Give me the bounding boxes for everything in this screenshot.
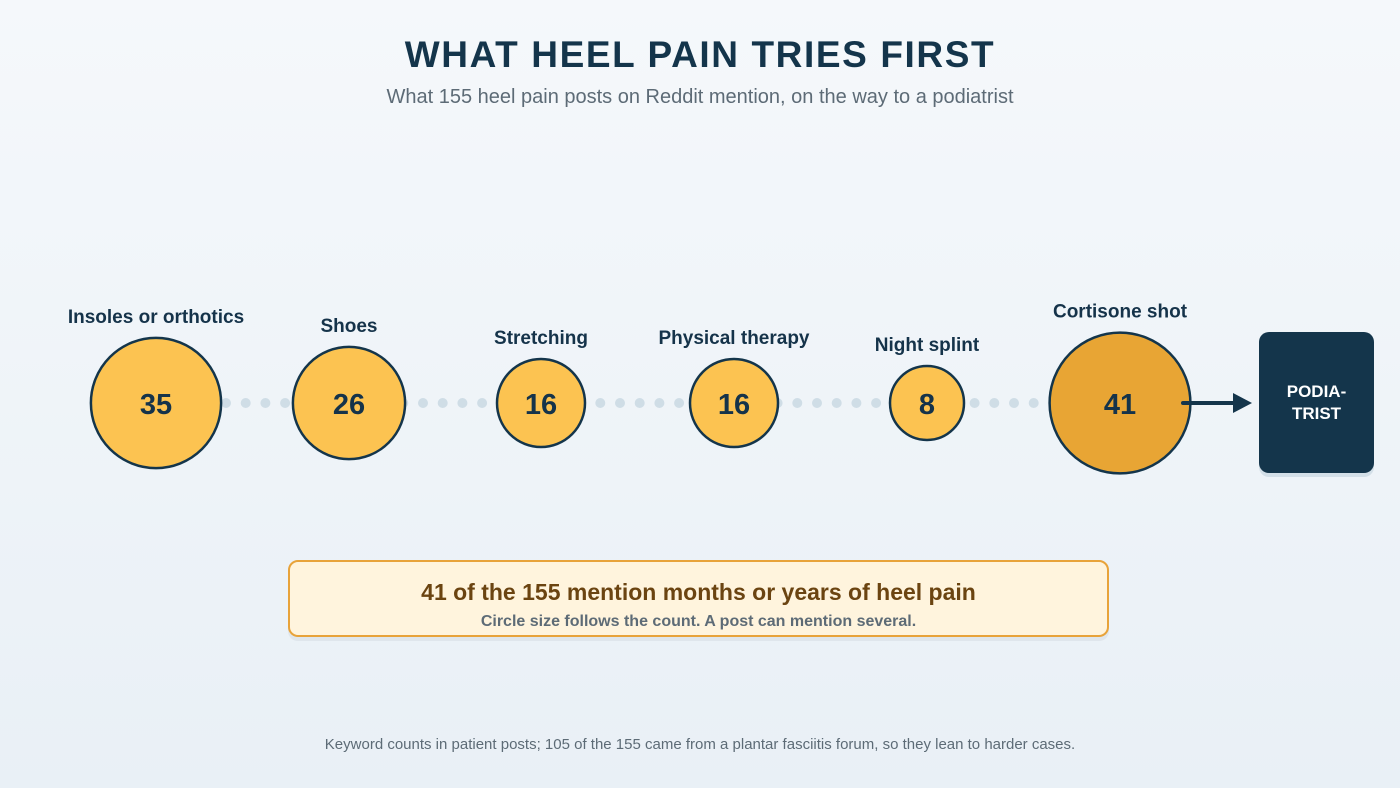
arrow-to-podiatrist bbox=[1181, 393, 1252, 413]
connector-dot bbox=[418, 398, 428, 408]
podiatrist-label: PODIA- TRIST bbox=[1286, 381, 1347, 423]
step-bubble: 16 Physical therapy bbox=[658, 328, 810, 449]
connector-dot bbox=[1009, 398, 1019, 408]
connector-dot bbox=[674, 398, 685, 408]
connector-dot bbox=[595, 398, 606, 408]
bubble-value: 26 bbox=[333, 389, 365, 421]
arrow-head-icon bbox=[1233, 393, 1252, 413]
chart-title: WHAT HEEL PAIN TRIES FIRST bbox=[404, 34, 996, 75]
footnote: Keyword counts in patient posts; 105 of … bbox=[324, 736, 1076, 753]
bubble-label: Night splint bbox=[875, 335, 980, 356]
bubble-circle bbox=[89, 336, 223, 470]
connector-dot bbox=[437, 398, 448, 408]
callout-note: Circle size follows the count. A post ca… bbox=[480, 613, 917, 630]
bubble-circle bbox=[291, 345, 407, 461]
connector-dot bbox=[260, 398, 271, 408]
bubbles: 35 Insoles or orthotics 26 Shoes 16 Stretchin… bbox=[68, 302, 1192, 475]
callout-headline: 41 of the 155 mention months or years of… bbox=[421, 579, 976, 605]
bubble-label: Physical therapy bbox=[658, 328, 809, 349]
bubble-value: 8 bbox=[919, 389, 935, 421]
connector-dot bbox=[792, 398, 803, 408]
bubble-label: Cortisone shot bbox=[1053, 302, 1188, 323]
podiatrist-box: PODIA- TRIST bbox=[1259, 332, 1374, 473]
connector-dot bbox=[615, 398, 625, 408]
step-bubble: 8 Night splint bbox=[875, 335, 980, 442]
bubble-value: 16 bbox=[525, 389, 557, 421]
callout-box: 41 of the 155 mention months or years of… bbox=[288, 560, 1109, 637]
connector-dot bbox=[969, 398, 980, 408]
bubble-value: 16 bbox=[718, 389, 750, 421]
bubble-label: Shoes bbox=[320, 316, 377, 337]
connector-dot bbox=[280, 398, 291, 408]
connector-dot bbox=[477, 398, 488, 408]
bubble-circle bbox=[888, 364, 966, 442]
step-bubble: 35 Insoles or orthotics bbox=[68, 307, 244, 470]
bubble-value: 35 bbox=[140, 389, 172, 421]
connector-dot bbox=[240, 398, 251, 408]
bubble-circle bbox=[688, 357, 780, 449]
connector-dot bbox=[851, 398, 862, 408]
bubble-label: Insoles or orthotics bbox=[68, 307, 244, 328]
connector-dot bbox=[654, 398, 665, 408]
connector-dot bbox=[871, 398, 882, 408]
connector-dot bbox=[989, 398, 1000, 408]
connector-dot bbox=[831, 398, 842, 408]
connector-dot bbox=[457, 398, 468, 408]
bubble-circle bbox=[495, 357, 587, 449]
step-bubble: 16 Stretching bbox=[494, 328, 588, 449]
step-bubble: 26 Shoes bbox=[291, 316, 407, 461]
connector-dot bbox=[634, 398, 645, 408]
connector-dot bbox=[221, 398, 231, 408]
connector-dot bbox=[812, 398, 822, 408]
chart-subtitle: What 155 heel pain posts on Reddit menti… bbox=[386, 86, 1014, 108]
step-bubble: 41 Cortisone shot bbox=[1048, 302, 1192, 475]
bubble-label: Stretching bbox=[494, 328, 588, 349]
bubble-value: 41 bbox=[1104, 389, 1136, 421]
connector-dot bbox=[1028, 398, 1039, 408]
